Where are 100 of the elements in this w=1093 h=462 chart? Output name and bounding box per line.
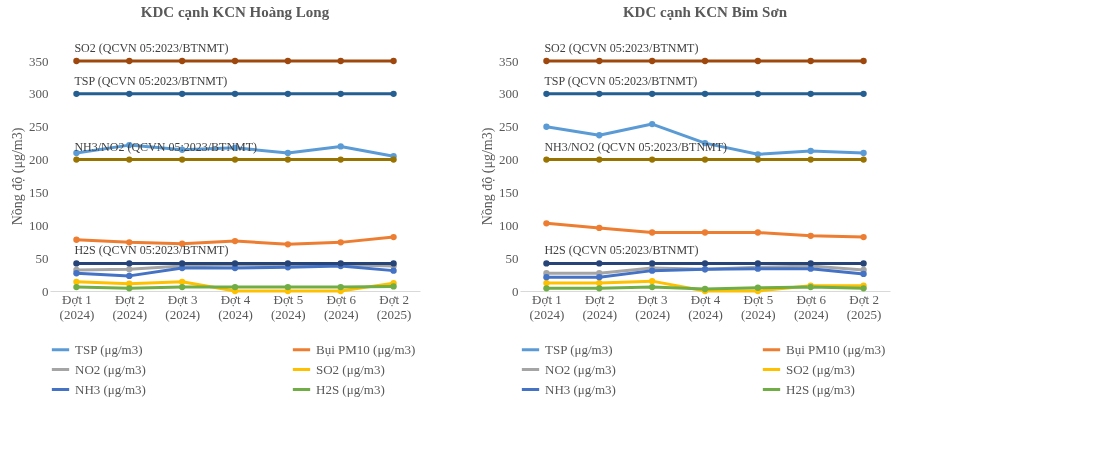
point bbox=[73, 90, 80, 98]
point bbox=[860, 90, 867, 98]
legend-label: H2S (μg/m3) bbox=[786, 381, 855, 397]
point bbox=[807, 156, 814, 163]
point bbox=[337, 57, 344, 65]
point bbox=[648, 57, 656, 65]
y-tick-label: 250 bbox=[499, 119, 519, 135]
point bbox=[860, 149, 867, 157]
legend-label: TSP (μg/m3) bbox=[545, 341, 613, 357]
y-axis-title: Nồng độ (μg/m3) bbox=[480, 127, 496, 226]
legend-label: H2S (μg/m3) bbox=[316, 381, 385, 397]
point bbox=[648, 277, 656, 285]
point bbox=[807, 90, 814, 98]
legend-label: TSP (μg/m3) bbox=[75, 341, 143, 357]
point bbox=[596, 57, 603, 65]
point bbox=[73, 57, 80, 65]
point bbox=[860, 233, 867, 241]
point bbox=[284, 57, 292, 65]
point bbox=[73, 156, 80, 163]
point bbox=[284, 149, 292, 157]
point bbox=[231, 90, 239, 98]
legend-label: NO2 (μg/m3) bbox=[545, 361, 616, 377]
x-tick-label: Đợt 2 (2025) bbox=[376, 291, 412, 322]
point bbox=[390, 90, 397, 98]
point bbox=[126, 156, 133, 163]
y-tick-label: 250 bbox=[29, 119, 49, 135]
point bbox=[178, 57, 186, 65]
point bbox=[648, 260, 656, 267]
legend-label: SO2 (μg/m3) bbox=[316, 361, 385, 377]
point bbox=[284, 156, 292, 163]
point bbox=[860, 270, 867, 278]
annotation: SO2 (QCVN 05:2023/BTNMT) bbox=[544, 41, 699, 55]
y-tick-label: 300 bbox=[499, 86, 519, 102]
point bbox=[231, 283, 239, 291]
point bbox=[701, 156, 709, 163]
x-tick-label: Đợt 1 (2024) bbox=[529, 291, 565, 322]
legend-label: NH3 (μg/m3) bbox=[75, 381, 146, 397]
x-tick-label: Đợt 2 (2024) bbox=[112, 291, 148, 322]
point bbox=[126, 260, 133, 267]
point bbox=[754, 57, 762, 65]
point bbox=[596, 279, 603, 287]
point bbox=[231, 156, 239, 163]
x-tick-label: Đợt 6 (2024) bbox=[793, 291, 829, 322]
point bbox=[231, 57, 239, 65]
point bbox=[754, 229, 762, 236]
point bbox=[754, 260, 762, 267]
point bbox=[543, 90, 550, 98]
point bbox=[337, 143, 344, 150]
point bbox=[596, 224, 603, 232]
y-tick-label: 100 bbox=[29, 217, 49, 233]
point bbox=[648, 283, 656, 291]
point bbox=[126, 272, 133, 280]
annotation: H2S (QCVN 05:2023/BTNMT) bbox=[544, 243, 699, 258]
y-tick-label: 0 bbox=[42, 283, 49, 299]
annotation: H2S (QCVN 05:2023/BTNMT) bbox=[74, 243, 229, 258]
point bbox=[543, 260, 550, 267]
x-tick-label: Đợt 1 (2024) bbox=[59, 291, 95, 322]
point bbox=[596, 260, 603, 267]
x-tick-label: Đợt 5 (2024) bbox=[741, 291, 776, 322]
point bbox=[126, 266, 133, 273]
point bbox=[701, 260, 709, 267]
point bbox=[284, 90, 292, 98]
point bbox=[337, 90, 344, 98]
point bbox=[73, 236, 80, 243]
point bbox=[543, 123, 550, 130]
point bbox=[337, 283, 344, 291]
point bbox=[73, 278, 80, 285]
point bbox=[860, 156, 867, 163]
point bbox=[648, 229, 656, 236]
point bbox=[178, 278, 186, 285]
annotation: SO2 (QCVN 05:2023/BTNMT) bbox=[74, 41, 229, 55]
point bbox=[596, 274, 603, 281]
point bbox=[337, 239, 344, 246]
y-tick-label: 100 bbox=[499, 217, 519, 233]
point bbox=[73, 260, 80, 267]
y-tick-label: 200 bbox=[29, 152, 49, 168]
y-tick-label: 150 bbox=[29, 184, 49, 200]
point bbox=[126, 57, 133, 65]
point bbox=[596, 285, 603, 292]
chart-title: KDC cạnh KCN Bỉm Sơn bbox=[622, 4, 788, 20]
point bbox=[126, 285, 133, 292]
point bbox=[178, 156, 186, 163]
x-tick-label: Đợt 4 (2024) bbox=[688, 291, 723, 322]
y-tick-label: 300 bbox=[29, 86, 49, 102]
point bbox=[648, 90, 656, 98]
point bbox=[73, 283, 80, 291]
point bbox=[701, 229, 709, 236]
point bbox=[596, 156, 603, 163]
x-tick-label: Đợt 5 (2024) bbox=[271, 291, 306, 322]
point bbox=[860, 260, 867, 267]
x-tick-label: Đợt 4 (2024) bbox=[218, 291, 253, 322]
y-tick-label: 0 bbox=[512, 283, 519, 299]
point bbox=[231, 237, 239, 245]
point bbox=[390, 233, 397, 241]
x-tick-label: Đợt 2 (2024) bbox=[582, 291, 618, 322]
point bbox=[73, 270, 80, 277]
annotation: NH3/NO2 (QCVN 05:2023/BTNMT) bbox=[544, 139, 728, 154]
point bbox=[390, 57, 397, 65]
point bbox=[807, 232, 814, 239]
y-tick-label: 50 bbox=[505, 250, 519, 266]
